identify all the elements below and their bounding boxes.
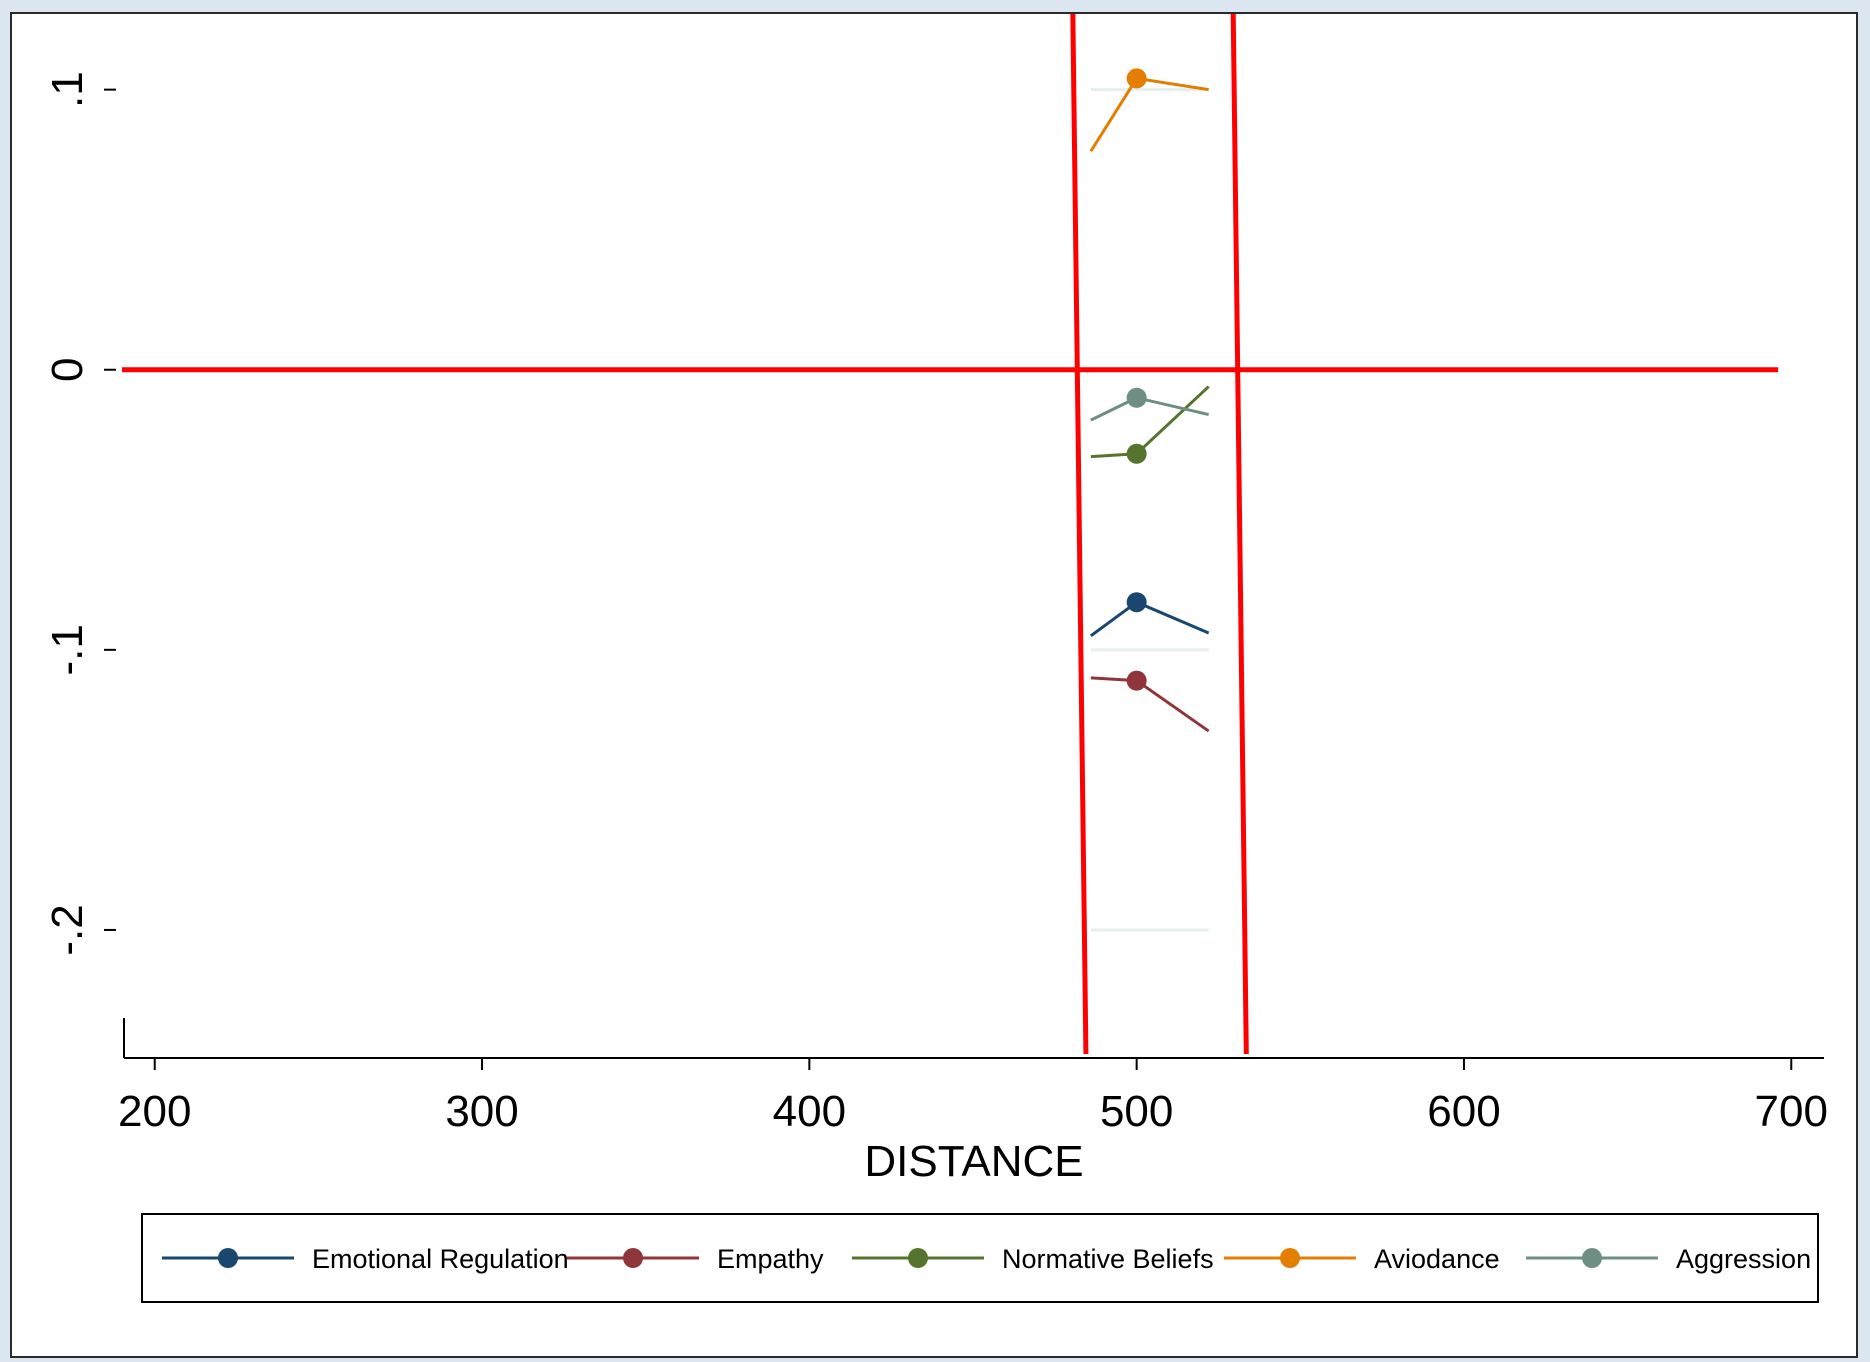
x-tick-label: 600 <box>1427 1087 1500 1136</box>
line-chart: 200 300 400 500 600 700 -.2 -.1 0 .1 DISTANCE Em… <box>43 14 1828 1303</box>
series-point-normative-beliefs <box>1126 443 1147 464</box>
faint-lines <box>1090 88 1209 932</box>
legend-label-emotional-regulation: Emotional Regulation <box>312 1244 569 1274</box>
x-ticks: 200 300 400 500 600 700 <box>118 1058 1828 1136</box>
x-tick-label: 300 <box>445 1087 518 1136</box>
axes <box>123 1018 1824 1059</box>
x-axis-title: DISTANCE <box>864 1137 1083 1186</box>
series-layer <box>1089 68 1210 733</box>
legend-marker-normative-beliefs <box>908 1248 928 1268</box>
reference-line-vertical <box>1070 14 1089 1055</box>
legend-marker-aggression <box>1582 1248 1602 1268</box>
legend-items: Emotional Regulation Empathy Normative Bel… <box>162 1244 1811 1274</box>
legend-label-normative-beliefs: Normative Beliefs <box>1002 1244 1214 1274</box>
series-line-emotional-regulation <box>1089 600 1210 638</box>
reference-lines <box>122 14 1779 1055</box>
series-line-empathy <box>1090 676 1210 733</box>
legend-label-aviodance: Aviodance <box>1374 1244 1500 1274</box>
series-point-aggression <box>1126 387 1147 408</box>
y-ticks: -.2 -.1 0 .1 <box>43 71 116 956</box>
x-tick-label: 500 <box>1100 1087 1173 1136</box>
legend-label-empathy: Empathy <box>717 1244 824 1274</box>
x-tick-label: 200 <box>118 1087 191 1136</box>
legend-marker-emotional-regulation <box>218 1248 238 1268</box>
legend: Emotional Regulation Empathy Normative Bel… <box>141 1213 1819 1303</box>
legend-label-aggression: Aggression <box>1676 1244 1811 1274</box>
y-tick-label: .1 <box>43 71 92 108</box>
legend-marker-aviodance <box>1280 1248 1300 1268</box>
reference-line-vertical <box>1230 14 1249 1055</box>
series-line-normative-beliefs <box>1090 385 1210 459</box>
y-tick-label: 0 <box>43 357 92 381</box>
x-tick-label: 700 <box>1755 1087 1828 1136</box>
series-point-aviodance <box>1126 68 1147 89</box>
series-point-empathy <box>1126 670 1147 691</box>
chart-frame: 200 300 400 500 600 700 -.2 -.1 0 .1 DISTANCE Em… <box>10 12 1858 1358</box>
legend-marker-empathy <box>623 1248 643 1268</box>
y-tick-label: -.1 <box>43 624 92 675</box>
y-tick-label: -.2 <box>43 904 92 955</box>
x-tick-label: 400 <box>773 1087 846 1136</box>
series-point-emotional-regulation <box>1126 592 1147 613</box>
